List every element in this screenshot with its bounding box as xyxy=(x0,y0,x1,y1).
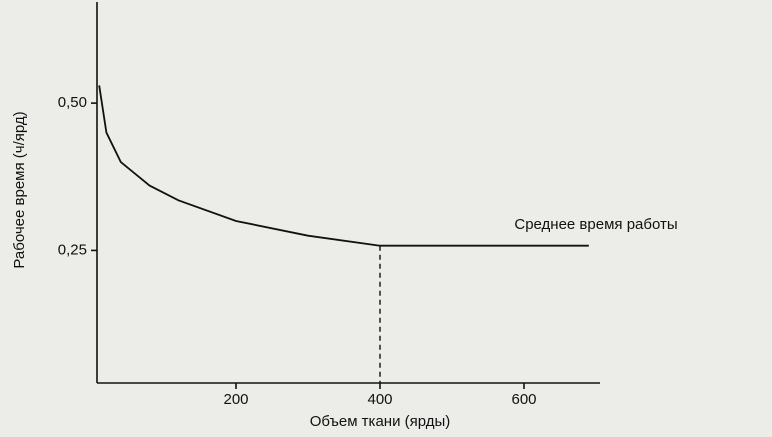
x-tick-label: 400 xyxy=(367,391,392,408)
x-tick-label: 600 xyxy=(511,391,536,408)
y-axis-title: Рабочее время (ч/ярд) xyxy=(11,111,28,268)
y-tick-label: 0,50 xyxy=(58,94,87,111)
line xyxy=(98,85,589,247)
x-tick-label: 200 xyxy=(223,391,248,408)
y-tick-label: 0,25 xyxy=(58,241,87,258)
annotation: Среднее время работы xyxy=(514,216,677,233)
x-axis-title: Объем ткани (ярды) xyxy=(310,413,451,430)
